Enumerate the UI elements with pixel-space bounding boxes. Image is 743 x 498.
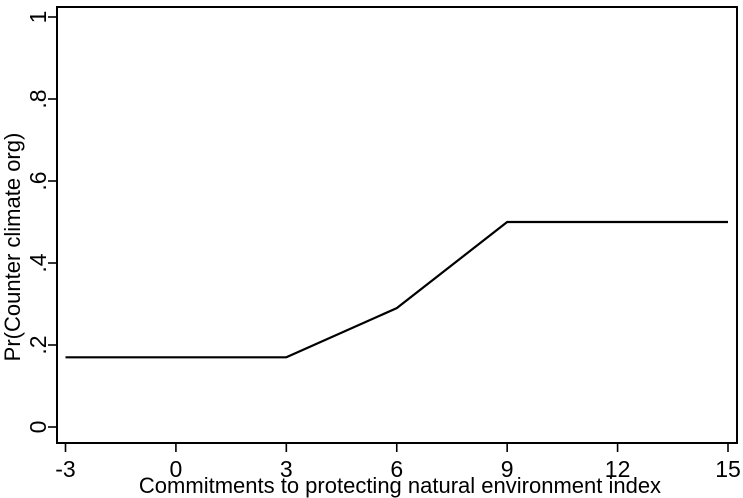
x-axis-title: Commitments to protecting natural enviro…	[139, 473, 661, 498]
y-axis-title: Pr(Counter climate org)	[0, 133, 25, 362]
x-tick-label: 9	[501, 456, 514, 482]
y-tick-label: .8	[25, 89, 51, 108]
series-line	[65, 220, 728, 359]
y-tick-label: .4	[25, 253, 51, 272]
plot-frame	[56, 6, 738, 444]
x-tick-label: 12	[605, 456, 631, 482]
x-tick-label: 0	[170, 456, 183, 482]
x-tick-label: 3	[280, 456, 293, 482]
y-tick-label: 0	[25, 421, 51, 434]
y-tick-label: 1	[25, 11, 51, 24]
chart-render-layer: -3 0 3 6 9 12 15 0 .2 .4 .6 .8 1	[25, 6, 741, 482]
x-tick-label: 15	[715, 456, 741, 482]
x-tick-label: 6	[390, 456, 403, 482]
y-tick-label: .2	[25, 335, 51, 354]
x-tick-label: -3	[55, 456, 75, 482]
y-tick-label: .6	[25, 171, 51, 190]
